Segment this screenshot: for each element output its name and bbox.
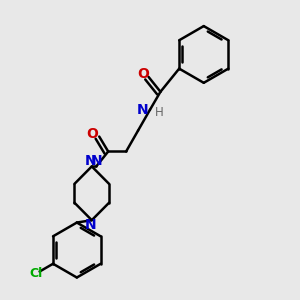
Text: Cl: Cl: [29, 267, 43, 280]
Text: N: N: [137, 103, 148, 117]
Text: N: N: [85, 154, 96, 168]
Text: O: O: [87, 127, 99, 141]
Text: O: O: [137, 67, 149, 81]
Text: N: N: [90, 154, 102, 168]
Text: N: N: [85, 218, 96, 232]
Text: H: H: [154, 106, 163, 119]
